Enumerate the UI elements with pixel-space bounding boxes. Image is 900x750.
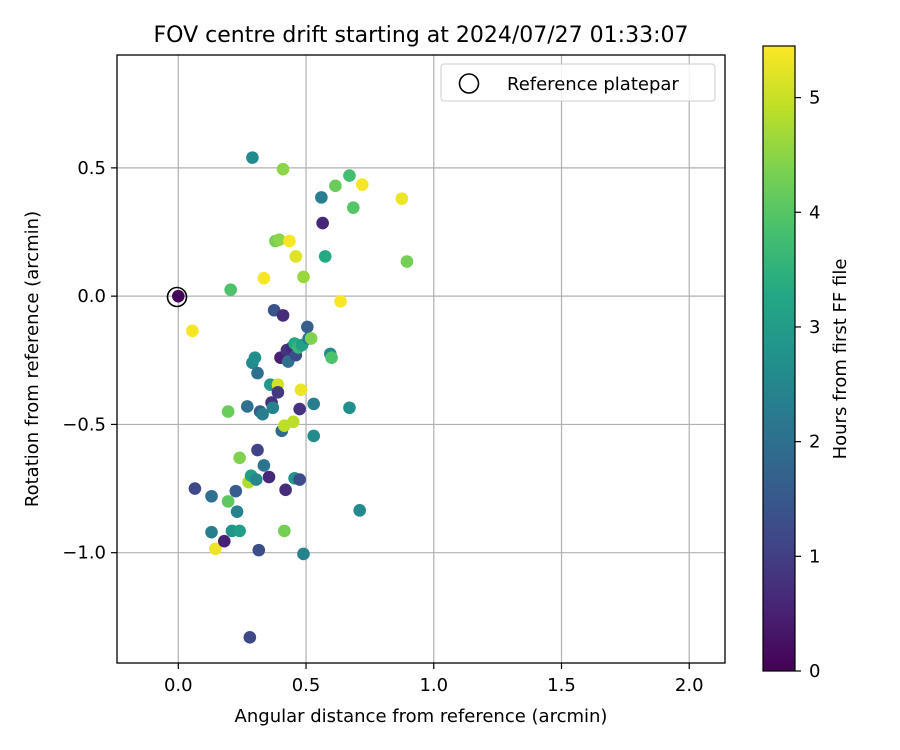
scatter-point bbox=[240, 400, 254, 413]
scatter-point bbox=[205, 489, 218, 503]
y-axis-ticks: 0.5 0.0 −0.5 −1.0 bbox=[62, 158, 117, 564]
scatter-point bbox=[205, 525, 218, 539]
scatter-point bbox=[229, 484, 243, 498]
colorbar-tick-label: 3 bbox=[809, 317, 820, 338]
scatter-point bbox=[262, 470, 276, 484]
scatter-point bbox=[186, 324, 199, 338]
scatter-point bbox=[248, 351, 262, 365]
legend: Reference platepar bbox=[440, 63, 716, 102]
scatter-point bbox=[283, 234, 296, 248]
scatter-point bbox=[347, 201, 360, 214]
reference-platepar-marker bbox=[166, 286, 188, 308]
scatter-point bbox=[209, 542, 222, 556]
colorbar-tick-label: 4 bbox=[809, 202, 820, 223]
scatter-point bbox=[272, 233, 286, 247]
scatter-point bbox=[257, 271, 271, 285]
scatter-point bbox=[395, 192, 409, 205]
x-tick-label: 1.0 bbox=[419, 675, 448, 696]
scatter-point bbox=[256, 407, 269, 421]
colorbar-tick-label: 5 bbox=[809, 88, 820, 109]
scatter-point bbox=[278, 524, 291, 538]
scatter-point bbox=[316, 216, 329, 230]
scatter-point bbox=[271, 386, 285, 399]
scatter-point bbox=[249, 473, 263, 486]
scatter-point bbox=[289, 250, 303, 263]
scatter-point bbox=[294, 383, 308, 397]
x-tick-label: 0.0 bbox=[164, 675, 193, 696]
scatter-point bbox=[329, 179, 342, 193]
y-tick-label: −1.0 bbox=[62, 543, 106, 564]
scatter-point bbox=[221, 495, 235, 508]
y-axis-label: Rotation from reference (arcmin) bbox=[22, 211, 43, 507]
scatter-point bbox=[251, 443, 264, 457]
scatter-point bbox=[334, 294, 347, 308]
scatter-point bbox=[252, 543, 266, 557]
plot-frame bbox=[116, 54, 726, 664]
colorbar-gradient bbox=[762, 45, 796, 672]
x-tick-label: 2.0 bbox=[675, 675, 704, 696]
x-axis-ticks: 0.0 0.5 1.0 1.5 2.0 bbox=[164, 663, 704, 696]
data-points bbox=[172, 151, 414, 644]
scatter-point bbox=[224, 283, 237, 297]
scatter-point bbox=[276, 162, 290, 176]
legend-open-circle-icon bbox=[458, 73, 480, 94]
scatter-point bbox=[246, 151, 259, 164]
scatter-point bbox=[315, 191, 328, 204]
scatter-point bbox=[355, 178, 369, 191]
colorbar-tick-label: 0 bbox=[809, 661, 820, 682]
scatter-point bbox=[307, 429, 321, 443]
scatter-point bbox=[293, 473, 306, 486]
scatter-point bbox=[297, 547, 310, 561]
colorbar-label: Hours from first FF file bbox=[830, 259, 851, 460]
chart-title: FOV centre drift starting at 2024/07/27 … bbox=[154, 23, 689, 48]
scatter-point bbox=[251, 366, 264, 380]
colorbar-tick-label: 1 bbox=[809, 546, 820, 567]
colorbar: 0 1 2 3 4 5 Hours from first FF file bbox=[762, 45, 851, 682]
legend-label: Reference platepar bbox=[507, 74, 679, 95]
scatter-point bbox=[304, 332, 318, 345]
scatter-point bbox=[343, 169, 356, 182]
scatter-point bbox=[257, 459, 271, 472]
scatter-point bbox=[301, 320, 314, 334]
x-tick-label: 0.5 bbox=[292, 675, 321, 696]
scatter-point bbox=[276, 309, 290, 322]
scatter-point bbox=[307, 397, 321, 411]
scatter-point bbox=[353, 504, 366, 517]
scatter-point bbox=[172, 289, 185, 303]
scatter-point bbox=[233, 451, 246, 465]
scatter-point bbox=[325, 351, 338, 365]
scatter-point bbox=[221, 405, 235, 418]
scatter-point bbox=[230, 505, 244, 518]
scatter-point bbox=[266, 401, 280, 415]
scatter-point bbox=[279, 483, 292, 497]
scatter-point bbox=[217, 534, 231, 548]
x-tick-label: 1.5 bbox=[547, 675, 576, 696]
y-tick-label: −0.5 bbox=[62, 414, 106, 435]
scatter-point bbox=[297, 270, 310, 284]
scatter-point bbox=[400, 255, 414, 268]
scatter-point bbox=[318, 250, 332, 263]
y-tick-label: 0.5 bbox=[77, 158, 106, 179]
scatter-point bbox=[233, 524, 246, 538]
scatter-point bbox=[343, 401, 356, 415]
y-tick-label: 0.0 bbox=[77, 286, 106, 307]
legend-box bbox=[440, 63, 716, 102]
scatter-point bbox=[293, 402, 306, 416]
scatter-point bbox=[243, 631, 257, 644]
colorbar-tick-label: 2 bbox=[809, 432, 820, 453]
colorbar-ticks: 0 1 2 3 4 5 bbox=[795, 88, 820, 682]
x-axis-label: Angular distance from reference (arcmin) bbox=[235, 706, 608, 727]
scatter-point bbox=[286, 415, 300, 429]
scatter-point bbox=[188, 482, 202, 495]
